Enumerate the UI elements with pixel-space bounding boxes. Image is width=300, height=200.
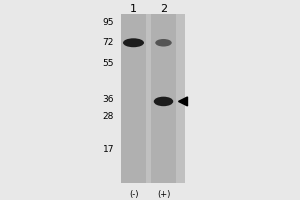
Text: 72: 72 bbox=[103, 38, 114, 47]
Text: 2: 2 bbox=[160, 4, 167, 14]
Bar bbox=[121, 14, 146, 183]
Bar bbox=[151, 14, 176, 183]
Text: (-): (-) bbox=[129, 190, 138, 199]
Text: 55: 55 bbox=[103, 59, 114, 68]
Text: 95: 95 bbox=[103, 18, 114, 27]
Text: 17: 17 bbox=[103, 145, 114, 154]
Polygon shape bbox=[178, 97, 188, 106]
Text: 28: 28 bbox=[103, 112, 114, 121]
Bar bbox=[122, 14, 184, 183]
Ellipse shape bbox=[123, 38, 144, 47]
Text: 1: 1 bbox=[130, 4, 137, 14]
Ellipse shape bbox=[154, 97, 173, 106]
Text: 36: 36 bbox=[103, 95, 114, 104]
Ellipse shape bbox=[155, 39, 172, 47]
Text: (+): (+) bbox=[157, 190, 170, 199]
